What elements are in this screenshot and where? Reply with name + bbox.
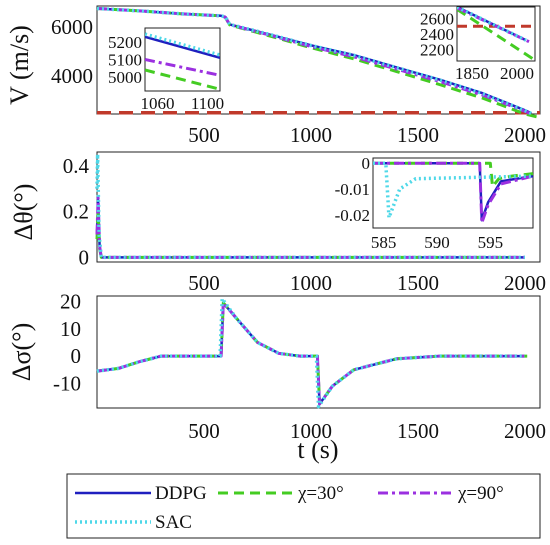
delta-sigma-xtick-1: 1000 xyxy=(290,419,332,443)
legend-label-3: SAC xyxy=(155,512,192,533)
delta-theta-series-3 xyxy=(95,152,525,260)
delta-theta-xtick-2: 1500 xyxy=(397,271,439,295)
delta-theta-y-label: Δθ(°) xyxy=(9,184,38,241)
velocity-inset-0-series-2 xyxy=(145,58,220,77)
velocity-xtick-1: 1000 xyxy=(290,123,332,147)
velocity-ytick-1: 6000 xyxy=(51,15,93,39)
velocity-series-3 xyxy=(96,6,533,116)
delta-theta-inset-xtick-1: 590 xyxy=(424,233,450,252)
delta-sigma-xtick-0: 500 xyxy=(188,419,220,443)
legend-label-0: DDPG xyxy=(155,483,207,504)
delta-sigma-ytick-3: -10 xyxy=(53,371,81,395)
delta-sigma-series-2 xyxy=(96,301,525,406)
velocity-inset-1-ytick-1: 2400 xyxy=(420,25,454,44)
delta-sigma-series xyxy=(96,296,528,409)
delta-theta-xtick-3: 2000 xyxy=(504,271,546,295)
delta-sigma-xtick-3: 2000 xyxy=(504,419,546,443)
velocity-inset-0-xtick-1: 1100 xyxy=(191,94,224,113)
delta-theta-xtick-1: 1000 xyxy=(290,271,332,295)
velocity-inset-0-ytick-2: 5200 xyxy=(108,33,142,52)
velocity-inset-0-series-0 xyxy=(145,35,220,60)
velocity-xtick-2: 1500 xyxy=(397,123,439,147)
delta-theta-series xyxy=(95,152,525,260)
delta-theta-inset-series-2 xyxy=(373,161,534,225)
velocity-xtick-3: 2000 xyxy=(504,123,546,147)
velocity-y-label: V (m/s) xyxy=(5,25,34,105)
delta-theta-inset-ytick-1: -0.01 xyxy=(335,180,370,199)
velocity-inset-0-ytick-0: 5000 xyxy=(108,68,142,87)
velocity-inset-1-xtick-1: 2000 xyxy=(500,64,534,83)
delta-sigma-series-3 xyxy=(96,296,525,409)
delta-theta-y-ticks: 0 0.2 0.4 xyxy=(63,154,90,270)
delta-theta-inset-xtick-0: 585 xyxy=(371,233,397,252)
delta-theta-panel: 500 1000 1500 2000 0 0.2 0.4 Δθ(°) 585 590 595 0… xyxy=(9,151,546,295)
delta-sigma-y-ticks: 20 10 0 -10 xyxy=(53,289,81,395)
delta-sigma-y-label: Δσ(°) xyxy=(7,323,36,381)
velocity-inset-0-series-1 xyxy=(145,68,220,91)
delta-theta-inset-xtick-2: 595 xyxy=(478,233,504,252)
delta-theta-inset-series-3 xyxy=(373,161,534,220)
delta-theta-inset-frame xyxy=(372,157,534,229)
delta-theta-ytick-1: 0.2 xyxy=(63,200,89,224)
velocity-series xyxy=(96,6,541,120)
delta-theta-x-ticks: 500 1000 1500 2000 xyxy=(188,271,546,295)
velocity-inset-0-ytick-1: 5100 xyxy=(108,51,142,70)
delta-sigma-ytick-2: 0 xyxy=(71,344,82,368)
legend: DDPG χ=30° χ=90° SAC xyxy=(66,473,541,539)
time-x-label: t (s) xyxy=(297,435,338,464)
delta-theta-ytick-0: 0 xyxy=(79,245,90,269)
delta-theta-inset-ytick-0: 0 xyxy=(362,154,371,173)
velocity-inset-0-xtick-0: 1060 xyxy=(141,94,175,113)
delta-theta-inset-ytick-2: -0.02 xyxy=(335,206,370,225)
velocity-panel: 500 1000 1500 2000 4000 6000 V (m/s) 1060 110… xyxy=(5,5,546,147)
velocity-x-ticks: 500 1000 1500 2000 xyxy=(188,123,546,147)
delta-sigma-x-ticks: 500 1000 1500 2000 xyxy=(188,419,546,443)
velocity-xtick-0: 500 xyxy=(188,123,220,147)
delta-sigma-xtick-2: 1500 xyxy=(397,419,439,443)
velocity-inset-1-ytick-2: 2600 xyxy=(420,10,454,29)
delta-sigma-ytick-1: 10 xyxy=(60,317,81,341)
delta-sigma-panel: 500 1000 1500 2000 20 10 0 -10 Δσ(°) t (s) xyxy=(7,289,546,464)
legend-label-1: χ=30° xyxy=(297,483,344,504)
delta-sigma-ytick-0: 20 xyxy=(60,289,81,313)
velocity-inset-1-xtick-0: 1850 xyxy=(455,64,489,83)
legend-label-2: χ=90° xyxy=(457,483,504,504)
velocity-inset-frame-1 xyxy=(456,6,536,62)
velocity-y-ticks: 4000 6000 xyxy=(51,15,93,88)
velocity-inset-1-ytick-0: 2200 xyxy=(420,40,454,59)
velocity-ytick-0: 4000 xyxy=(51,64,93,88)
delta-theta-xtick-0: 500 xyxy=(188,271,220,295)
delta-theta-inset: 585 590 595 0 -0.01 -0.02 xyxy=(335,154,534,252)
delta-theta-ytick-2: 0.4 xyxy=(63,154,90,178)
